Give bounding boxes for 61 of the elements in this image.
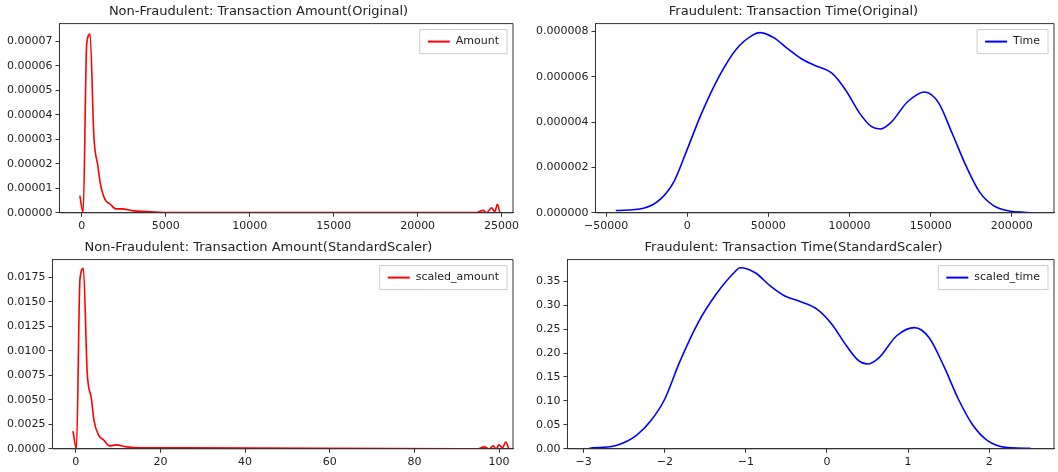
y-tick-label: 0.0125	[6, 319, 46, 333]
y-tick-label: 0.00006	[6, 58, 53, 72]
y-tick-label: 0.0175	[6, 270, 46, 284]
y-tick-label: 0.00002	[6, 156, 53, 170]
x-tick-label: 0	[72, 455, 80, 469]
x-tick-label: −1	[737, 455, 754, 469]
y-tick-label: 0.000006	[535, 69, 589, 83]
x-tick-label: 10000	[232, 219, 268, 233]
y-tick-label: 0.15	[535, 369, 561, 383]
x-tick-label: 2	[985, 455, 993, 469]
chart-title: Non-Fraudulent: Transaction Amount(Original)	[108, 3, 409, 19]
y-tick-label: 0.20	[535, 345, 561, 359]
x-tick-label: 20000	[400, 219, 436, 233]
chart-title: Non-Fraudulent: Transaction Amount(StandardScaler)	[84, 239, 433, 255]
legend-label: Amount	[455, 34, 500, 48]
y-tick-label: 0.000004	[535, 115, 589, 129]
y-tick-label: 0.0100	[6, 343, 46, 357]
y-tick-label: 0.000000	[535, 205, 589, 219]
y-tick-label: 0.0025	[6, 417, 46, 431]
x-tick-label: 5000	[151, 219, 180, 233]
y-tick-label: 0.0000	[6, 441, 46, 455]
y-tick-label: 0.000008	[535, 24, 589, 38]
x-tick-label: −2	[656, 455, 673, 469]
x-tick-label: 25000	[484, 219, 520, 233]
y-tick-label: 0.000002	[535, 160, 589, 174]
y-tick-label: 0.25	[535, 321, 561, 335]
legend-label: Time	[1012, 34, 1041, 48]
y-tick-label: 0.0075	[6, 368, 46, 382]
x-tick-label: 40	[238, 455, 253, 469]
x-tick-label: 1	[904, 455, 912, 469]
x-tick-label: 20	[153, 455, 168, 469]
chart-title: Fraudulent: Transaction Time(StandardScaler)	[644, 239, 943, 255]
y-tick-label: 0.00003	[6, 132, 53, 146]
x-tick-label: 60	[322, 455, 337, 469]
chart-title: Fraudulent: Transaction Time(Original)	[668, 3, 919, 19]
y-tick-label: 0.0150	[6, 294, 46, 308]
x-tick-label: 100000	[828, 219, 871, 233]
x-tick-label: 100	[488, 455, 510, 469]
y-tick-label: 0.00001	[6, 181, 53, 195]
x-tick-label: 0	[823, 455, 831, 469]
y-tick-label: 0.00	[535, 441, 561, 455]
y-tick-label: 0.00007	[6, 34, 53, 48]
x-tick-label: 50000	[750, 219, 786, 233]
y-tick-label: 0.10	[535, 393, 561, 407]
x-tick-label: 200000	[990, 219, 1033, 233]
y-tick-label: 0.00004	[6, 107, 53, 121]
x-tick-label: −50000	[583, 219, 629, 233]
x-tick-label: 150000	[909, 219, 952, 233]
y-tick-label: 0.0050	[6, 392, 46, 406]
y-tick-label: 0.00000	[6, 205, 53, 219]
x-tick-label: 15000	[316, 219, 352, 233]
x-tick-label: 0	[683, 219, 691, 233]
x-tick-label: 80	[407, 455, 422, 469]
x-tick-label: 0	[78, 219, 86, 233]
legend-label: scaled_time	[974, 270, 1041, 284]
y-tick-label: 0.05	[535, 417, 561, 431]
x-tick-label: −3	[575, 455, 592, 469]
legend-label: scaled_amount	[415, 270, 500, 284]
y-tick-label: 0.35	[535, 274, 561, 288]
y-tick-label: 0.30	[535, 297, 561, 311]
y-tick-label: 0.00005	[6, 83, 53, 97]
